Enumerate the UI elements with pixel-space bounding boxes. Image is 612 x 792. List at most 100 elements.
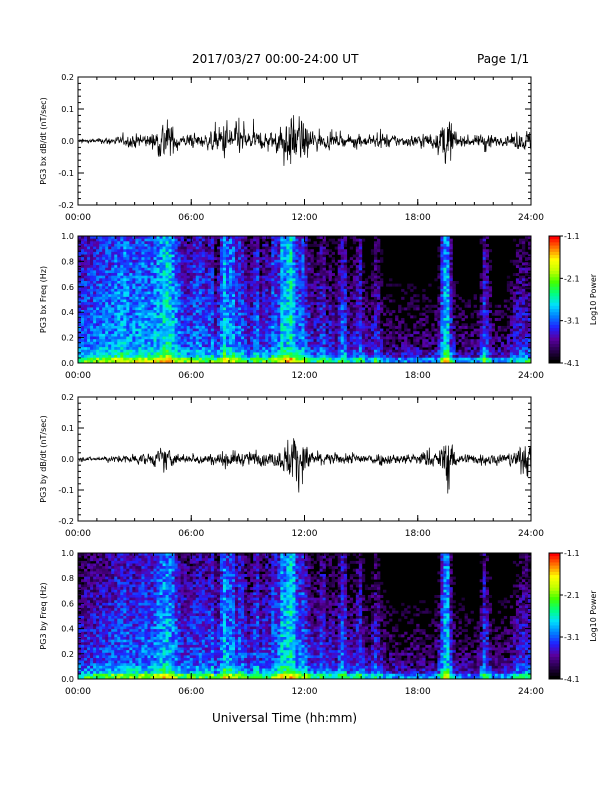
spectrogram-cell <box>268 278 272 282</box>
spectrogram-cell <box>225 349 230 353</box>
spectrogram-cell <box>135 257 139 261</box>
spectrogram-cell <box>376 349 381 353</box>
spectrogram-cell <box>289 299 293 303</box>
spectrogram-cell <box>289 307 293 311</box>
spectrogram-cell <box>114 270 118 274</box>
spectrogram-cell <box>340 312 345 316</box>
spectrogram-cell <box>222 304 227 308</box>
spectrogram-cell <box>265 296 269 300</box>
spectrogram-cell <box>244 273 248 276</box>
spectrogram-cell <box>204 352 209 356</box>
spectrogram-cell <box>162 259 166 263</box>
spectrogram-cell <box>150 259 154 263</box>
spectrogram-cell <box>102 262 106 266</box>
spectrogram-cell <box>434 333 438 337</box>
spectrogram-cell <box>256 267 260 271</box>
spectrogram-cell <box>177 323 181 327</box>
spectrogram-cell <box>207 278 212 282</box>
spectrogram-cell <box>373 286 378 290</box>
spectrogram-cell <box>301 336 305 340</box>
spectrogram-cell <box>96 286 100 290</box>
spectrogram-cell <box>111 257 115 261</box>
spectrogram-cell <box>201 236 206 239</box>
spectrogram-cell <box>162 257 166 261</box>
spectrogram-cell <box>280 236 284 239</box>
spectrogram-cell <box>280 241 284 245</box>
spectrogram-cell <box>126 257 130 261</box>
spectrogram-cell <box>156 302 160 306</box>
spectrogram-cell <box>90 265 94 269</box>
spectrogram-cell <box>129 352 133 356</box>
spectrogram-cell <box>298 257 302 261</box>
spectrogram-cell <box>395 331 399 335</box>
spectrogram-cell <box>156 280 160 284</box>
spectrogram-cell <box>259 286 263 290</box>
spectrogram-cell <box>198 254 203 258</box>
spectrogram-cell <box>274 280 278 284</box>
spectrogram-cell <box>189 307 194 311</box>
spectrogram-cell <box>349 328 354 332</box>
spectrogram-cell <box>229 331 233 335</box>
spectrogram-cell <box>307 302 311 306</box>
spectrogram-cell <box>253 299 257 303</box>
spectrogram-cell <box>195 357 200 361</box>
spectrogram-cell <box>183 307 188 311</box>
spectrogram-cell <box>114 312 118 316</box>
spectrogram-cell <box>422 357 426 361</box>
spectrogram-cell <box>147 288 151 292</box>
spectrogram-cell <box>380 355 384 359</box>
spectrogram-cell <box>292 262 296 266</box>
spectrogram-cell <box>364 355 369 359</box>
spectrogram-cell <box>222 339 227 343</box>
spectrogram-cell <box>186 360 191 364</box>
spectrogram-cell <box>174 249 178 253</box>
spectrogram-cell <box>271 259 275 263</box>
spectrogram-cell <box>349 302 354 306</box>
spectrogram-cell <box>81 307 85 311</box>
spectrogram-cell <box>319 352 323 356</box>
spectrogram-cell <box>153 339 157 343</box>
spectrogram-cell <box>141 304 145 308</box>
spectrogram-cell <box>222 360 227 364</box>
spectrogram-cell <box>171 286 175 290</box>
spectrogram-cell <box>150 333 154 337</box>
spectrogram-cell <box>349 236 354 239</box>
spectrogram-cell <box>271 283 275 287</box>
spectrogram-cell <box>84 344 88 348</box>
spectrogram-cell <box>241 357 245 361</box>
spectrogram-cell <box>376 315 381 319</box>
spectrogram-cell <box>392 325 396 329</box>
spectrogram-cell <box>328 288 332 292</box>
spectrogram-cell <box>216 291 221 295</box>
spectrogram-cell <box>219 262 224 266</box>
spectrogram-cell <box>225 238 230 242</box>
spectrogram-cell <box>210 296 215 300</box>
spectrogram-cell <box>129 238 133 242</box>
spectrogram-cell <box>259 325 263 329</box>
spectrogram-cell <box>129 320 133 324</box>
spectrogram-cell <box>262 304 266 308</box>
spectrogram-cell <box>84 270 88 274</box>
spectrogram-cell <box>105 273 109 276</box>
spectrogram-cell <box>180 347 184 351</box>
spectrogram-cell <box>277 259 281 263</box>
spectrogram-cell <box>334 325 339 329</box>
spectrogram-cell <box>277 275 281 279</box>
spectrogram-cell <box>117 278 121 282</box>
spectrogram-cell <box>383 352 387 356</box>
spectrogram-cell <box>105 310 109 314</box>
spectrogram-cell <box>147 267 151 271</box>
spectrogram-cell <box>422 296 426 300</box>
spectrogram-cell <box>123 333 127 337</box>
spectrogram-cell <box>262 236 266 239</box>
spectrogram-cell <box>192 238 197 242</box>
spectrogram-cell <box>192 344 197 348</box>
spectrogram-cell <box>156 328 160 332</box>
spectrogram-cell <box>195 336 200 340</box>
spectrogram-cell <box>111 254 115 258</box>
spectrogram-cell <box>123 360 127 364</box>
spectrogram-cell <box>108 257 112 261</box>
spectrogram-cell <box>343 333 348 337</box>
spectrogram-cell <box>135 349 139 353</box>
spectrogram-cell <box>198 360 203 364</box>
